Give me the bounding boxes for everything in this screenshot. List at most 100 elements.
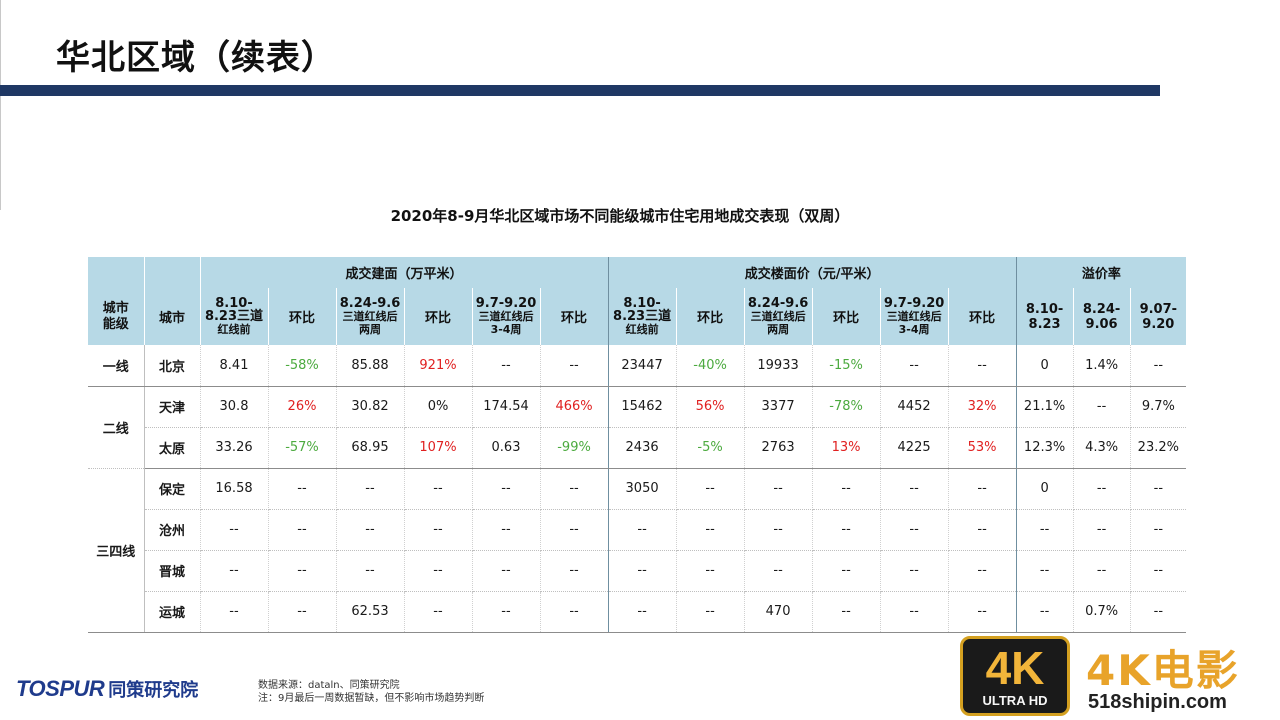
table-cell: -- [676, 509, 745, 551]
header-period-5: 8.24-9.6 三道红线后 两周 [744, 288, 813, 345]
table-cell: -- [948, 591, 1017, 633]
header-area-group: 成交建面（万平米） [200, 257, 609, 288]
table-cell: -- [540, 468, 609, 510]
city-name: 天津 [144, 386, 201, 428]
table-cell: -40% [676, 345, 745, 387]
table-cell: 33.26 [200, 427, 269, 469]
tospur-logo: TOSPUR 同策研究院 [16, 676, 198, 702]
table-cell: -- [1130, 509, 1187, 551]
table-cell: -- [404, 468, 473, 510]
table-cell: -- [336, 550, 405, 592]
table-cell: 23447 [608, 345, 677, 387]
table-cell: -- [608, 591, 677, 633]
badge-4k-text: 4K [985, 642, 1045, 694]
table-cell: -- [404, 591, 473, 633]
land-transaction-table: 成交建面（万平米） 成交楼面价（元/平米） 溢价率 城市能级 城市 8.10- 8… [88, 257, 1187, 633]
table-cell: -- [880, 550, 949, 592]
table-cell: 4452 [880, 386, 949, 428]
table-cell: -- [200, 591, 269, 633]
table-cell: 0.63 [472, 427, 541, 469]
table-cell: 56% [676, 386, 745, 428]
table-cell: -- [540, 550, 609, 592]
table-cell: -- [268, 591, 337, 633]
table-cell: 53% [948, 427, 1017, 469]
header-period-2: 8.24-9.6 三道红线后 两周 [336, 288, 405, 345]
tier-label: 三四线 [88, 468, 145, 633]
header-mom-4: 环比 [676, 288, 745, 345]
table-cell: -- [404, 509, 473, 551]
header-city: 城市 [144, 288, 201, 345]
table-cell: -- [336, 468, 405, 510]
table-cell: 2763 [744, 427, 813, 469]
city-name: 北京 [144, 345, 201, 387]
header-premium-period-3: 9.07- 9.20 [1130, 288, 1187, 345]
table-cell: 19933 [744, 345, 813, 387]
table-cell: 8.41 [200, 345, 269, 387]
table-cell: 0 [1016, 468, 1074, 510]
table-cell: 12.3% [1016, 427, 1074, 469]
table-row: 沧州 -- -- -- -- -- -- -- -- -- -- -- -- -- -- -- [88, 509, 1187, 551]
table-cell: -- [268, 509, 337, 551]
table-cell: -- [812, 509, 881, 551]
city-name: 晋城 [144, 550, 201, 592]
table-cell: 0% [404, 386, 473, 428]
table-cell: -- [540, 345, 609, 387]
table-cell: -57% [268, 427, 337, 469]
watermark: 4K ULTRA HD 4K电影 518shipin.com [958, 633, 1280, 720]
table-cell: 470 [744, 591, 813, 633]
table-cell: 26% [268, 386, 337, 428]
table-cell: -- [336, 509, 405, 551]
header-blank-1 [88, 257, 145, 288]
table-cell: -- [948, 550, 1017, 592]
table-cell: 0 [1016, 345, 1074, 387]
header-period-4: 8.10- 8.23三道 红线前 [608, 288, 677, 345]
table-cell: 0.7% [1073, 591, 1131, 633]
table-cell: -- [472, 468, 541, 510]
city-name: 运城 [144, 591, 201, 633]
table-cell: -78% [812, 386, 881, 428]
table-cell: 2436 [608, 427, 677, 469]
table-cell: 30.8 [200, 386, 269, 428]
table-cell: -15% [812, 345, 881, 387]
table-cell: 9.7% [1130, 386, 1187, 428]
table-row: 运城 -- -- 62.53 -- -- -- -- -- 470 -- -- -- -- 0.7% -- [88, 591, 1187, 633]
table-cell: -- [472, 591, 541, 633]
table-cell: -- [540, 591, 609, 633]
table-cell: 4225 [880, 427, 949, 469]
table-cell: -- [676, 468, 745, 510]
header-period-6: 9.7-9.20 三道红线后 3-4周 [880, 288, 949, 345]
table-cell: -- [268, 468, 337, 510]
table-cell: -- [268, 550, 337, 592]
table-cell: -- [200, 509, 269, 551]
table-row: 二线 天津 30.8 26% 30.82 0% 174.54 466% 15462 56% 33… [88, 386, 1187, 469]
table-cell: -- [880, 591, 949, 633]
table-caption: 2020年8-9月华北区域市场不同能级城市住宅用地成交表现（双周） [390, 207, 850, 225]
table-cell: 13% [812, 427, 881, 469]
table-cell: -- [472, 550, 541, 592]
table-row: 三四线 保定 16.58 -- -- -- -- -- 3050 -- -- -- -- -- 0 -- -… [88, 468, 1187, 633]
table-cell: -- [948, 345, 1017, 387]
header-period-1: 8.10- 8.23三道 红线前 [200, 288, 269, 345]
table-cell: -- [812, 468, 881, 510]
table-cell: -- [676, 591, 745, 633]
table-cell: 107% [404, 427, 473, 469]
badge-uhd-text: ULTRA HD [982, 693, 1048, 708]
header-mom-2: 环比 [404, 288, 473, 345]
table-cell: -- [676, 550, 745, 592]
table-cell: -- [812, 591, 881, 633]
4k-badge-icon: 4K ULTRA HD [960, 636, 1070, 716]
table-cell: -- [200, 550, 269, 592]
table-row: 晋城 -- -- -- -- -- -- -- -- -- -- -- -- -- -- -- [88, 550, 1187, 592]
table-cell: -- [608, 509, 677, 551]
brand-name-cn: 同策研究院 [108, 680, 199, 701]
table-cell: -- [744, 509, 813, 551]
table-cell: 32% [948, 386, 1017, 428]
table-cell: -- [540, 509, 609, 551]
city-name: 保定 [144, 468, 201, 510]
brand-name: TOSPUR [16, 676, 105, 701]
tier-label: 二线 [88, 386, 145, 469]
table-cell: 85.88 [336, 345, 405, 387]
table-cell: 921% [404, 345, 473, 387]
table-cell: -- [472, 509, 541, 551]
data-source: 数据来源：dataln、同策研究院 [258, 680, 400, 691]
